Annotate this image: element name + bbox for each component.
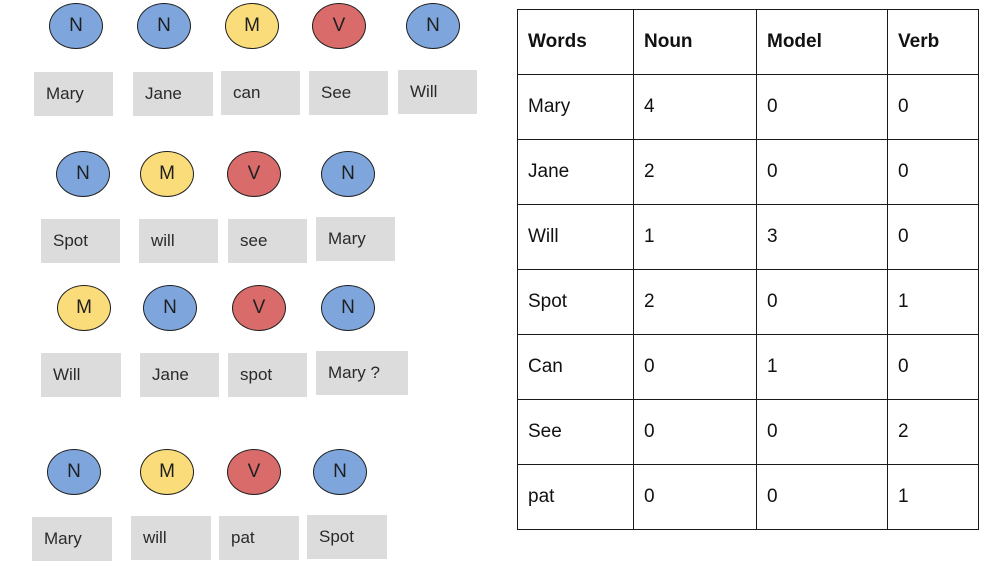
table-cell: 1 bbox=[633, 204, 757, 270]
header-verb: Verb bbox=[887, 9, 979, 75]
word-box: Jane bbox=[133, 72, 213, 116]
tag-circle: M bbox=[140, 151, 194, 197]
table-cell: 0 bbox=[633, 399, 757, 465]
table-cell: 2 bbox=[887, 399, 979, 465]
table-cell: 0 bbox=[887, 74, 979, 140]
table-cell: Can bbox=[517, 334, 634, 400]
header-model: Model bbox=[756, 9, 888, 75]
table-cell: 4 bbox=[633, 74, 757, 140]
word-box: See bbox=[309, 71, 388, 115]
table-cell: 0 bbox=[756, 139, 888, 205]
word-box: will bbox=[131, 516, 211, 560]
header-words: Words bbox=[517, 9, 634, 75]
word-box: Spot bbox=[41, 219, 120, 263]
table-cell: 2 bbox=[633, 269, 757, 335]
table-cell: 0 bbox=[756, 399, 888, 465]
word-box: spot bbox=[228, 353, 307, 397]
table-header-row: Words Noun Model Verb bbox=[517, 9, 979, 75]
table-row: See 0 0 2 bbox=[517, 399, 979, 465]
tag-circle: V bbox=[312, 3, 366, 49]
table-cell: Will bbox=[517, 204, 634, 270]
table-cell: 0 bbox=[887, 204, 979, 270]
tag-circle: N bbox=[406, 3, 460, 49]
word-box: pat bbox=[219, 516, 299, 560]
table-row: Can 0 1 0 bbox=[517, 334, 979, 400]
table-row: Spot 2 0 1 bbox=[517, 269, 979, 335]
word-box: Mary bbox=[32, 517, 112, 561]
table-row: Jane 2 0 0 bbox=[517, 139, 979, 205]
table-cell: 0 bbox=[633, 464, 757, 530]
table-cell: 0 bbox=[756, 74, 888, 140]
tag-circle: M bbox=[57, 285, 111, 331]
tag-circle: N bbox=[56, 151, 110, 197]
word-box: Will bbox=[398, 70, 477, 114]
table-row: Will 1 3 0 bbox=[517, 204, 979, 270]
tag-circle: N bbox=[143, 285, 197, 331]
table-cell: 2 bbox=[633, 139, 757, 205]
tag-circle: V bbox=[227, 151, 281, 197]
table-cell: Mary bbox=[517, 74, 634, 140]
tag-circle: V bbox=[232, 285, 286, 331]
tag-circle: N bbox=[321, 285, 375, 331]
table-row: pat 0 0 1 bbox=[517, 464, 979, 530]
header-noun: Noun bbox=[633, 9, 757, 75]
word-box: Will bbox=[41, 353, 121, 397]
word-box: will bbox=[139, 219, 218, 263]
table-cell: 0 bbox=[887, 139, 979, 205]
table-cell: 3 bbox=[756, 204, 888, 270]
table-row: Mary 4 0 0 bbox=[517, 74, 979, 140]
word-box: Mary ? bbox=[316, 351, 408, 395]
table-cell: 1 bbox=[887, 269, 979, 335]
table-cell: See bbox=[517, 399, 634, 465]
table-cell: 1 bbox=[887, 464, 979, 530]
tag-circle: N bbox=[49, 3, 103, 49]
word-box: can bbox=[221, 71, 300, 115]
tag-circle: M bbox=[225, 3, 279, 49]
tag-circle: N bbox=[321, 151, 375, 197]
tag-circle: M bbox=[140, 449, 194, 495]
tag-circle: V bbox=[227, 449, 281, 495]
table-cell: pat bbox=[517, 464, 634, 530]
word-box: Spot bbox=[307, 515, 387, 559]
table-cell: 0 bbox=[887, 334, 979, 400]
table-cell: 0 bbox=[756, 269, 888, 335]
tag-circle: N bbox=[313, 449, 367, 495]
table-cell: Spot bbox=[517, 269, 634, 335]
word-box: Mary bbox=[316, 217, 395, 261]
table-cell: 1 bbox=[756, 334, 888, 400]
table-cell: 0 bbox=[756, 464, 888, 530]
table-cell: Jane bbox=[517, 139, 634, 205]
tag-circle: N bbox=[137, 3, 191, 49]
table-cell: 0 bbox=[633, 334, 757, 400]
tag-circle: N bbox=[47, 449, 101, 495]
word-box: see bbox=[228, 219, 307, 263]
word-box: Mary bbox=[34, 72, 113, 116]
word-box: Jane bbox=[140, 353, 219, 397]
tag-count-table: Words Noun Model Verb Mary 4 0 0 Jane 2 … bbox=[517, 9, 979, 530]
